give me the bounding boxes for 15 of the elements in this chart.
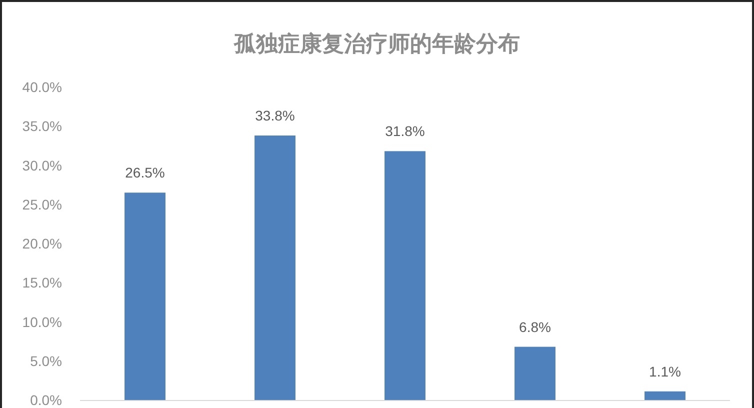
data-label: 1.1%: [649, 363, 681, 380]
y-tick-label: 30.0%: [22, 157, 62, 174]
data-label: 6.8%: [519, 318, 551, 335]
y-tick-label: 15.0%: [22, 274, 62, 291]
data-label: 31.8%: [385, 123, 425, 140]
y-tick-label: 35.0%: [22, 118, 62, 134]
title: 孤独症康复治疗师的年龄分布: [234, 31, 520, 56]
y-tick-label: 25.0%: [22, 196, 62, 212]
y-tick-label: 0.0%: [30, 392, 62, 408]
y-tick-label: 40.0%: [22, 79, 62, 95]
y-tick-label: 10.0%: [22, 314, 62, 330]
data-label: 33.8%: [255, 108, 295, 124]
data-label: 26.5%: [125, 164, 165, 181]
y-tick-label: 5.0%: [30, 352, 62, 369]
y-tick-label: 20.0%: [22, 236, 62, 252]
